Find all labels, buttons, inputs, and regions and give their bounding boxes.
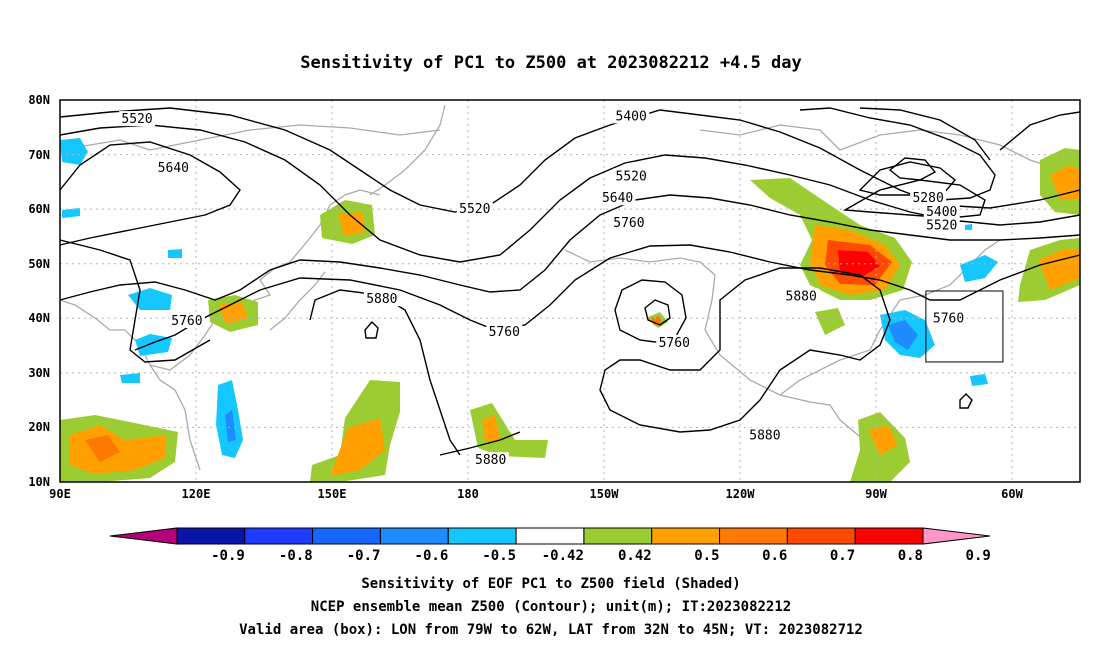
contour-label-bg: [613, 108, 650, 124]
map-panel: 5520564055205400552056405760588057605760…: [59, 99, 1081, 483]
coastlines: [59, 104, 1061, 471]
grid-lines: [60, 100, 1080, 482]
contour-label-bg: [155, 160, 192, 176]
map-frame: [59, 99, 1081, 483]
contour-label: 5880: [475, 453, 506, 468]
colorbar-swatch: [854, 527, 924, 545]
contour-label-bg: [363, 291, 400, 307]
contour-label: 5760: [171, 314, 202, 329]
colorbar-high-triangle: [922, 527, 991, 545]
colorbar-swatch: [786, 527, 856, 545]
colorbar-tick-label: 0.7: [830, 548, 855, 564]
contour-label-bg: [923, 203, 960, 219]
lon-label-120e: 120E: [182, 487, 211, 501]
contour-label: 5520: [121, 112, 152, 127]
contour-label: 5400: [926, 205, 957, 220]
lon-label-90w: 90W: [865, 487, 887, 501]
contour-label-bg: [610, 214, 647, 230]
lat-label-10n: 10N: [28, 475, 50, 489]
caption-line-1: Sensitivity of EOF PC1 to Z500 field (Sh…: [361, 576, 740, 592]
caption-line-3: Valid area (box): LON from 79W to 62W, L…: [239, 622, 863, 638]
colorbar-tick-label: -0.9: [211, 548, 245, 564]
contour-label: 5760: [613, 216, 644, 231]
lat-label-20n: 20N: [28, 420, 50, 434]
contour-label: 5880: [786, 289, 817, 304]
contour-label: 5520: [459, 202, 490, 217]
colorbar-swatch: [176, 527, 246, 545]
lon-label-60w: 60W: [1001, 487, 1023, 501]
contour-label-bg: [746, 427, 783, 443]
colorbar-swatch: [244, 527, 314, 545]
colorbar-swatch: [651, 527, 721, 545]
longitude-axis: 90E 120E 150E 180 150W 120W 90W 60W: [49, 487, 1023, 501]
contour-label-bg: [168, 313, 205, 329]
sensitivity-shading: [60, 138, 1080, 482]
colorbar-low-triangle: [109, 527, 178, 545]
colorbar-tick-label: -0.5: [482, 548, 516, 564]
contour-label: 5760: [933, 311, 964, 326]
lon-label-90e: 90E: [49, 487, 71, 501]
contour-label: 5400: [616, 109, 647, 124]
contour-label-bg: [456, 201, 493, 217]
contour-label: 5280: [912, 191, 943, 206]
colorbar-swatch: [447, 527, 517, 545]
colorbar-tick-label: 0.9: [966, 548, 991, 564]
colorbar-swatch: [515, 527, 585, 545]
contour-labels: 5520564055205400552056405760588057605760…: [119, 108, 967, 468]
contour-label-bg: [783, 288, 820, 304]
lat-label-30n: 30N: [28, 366, 50, 380]
lon-label-150w: 150W: [590, 487, 620, 501]
colorbar-tick-label: -0.8: [279, 548, 313, 564]
contour-label-bg: [472, 452, 509, 468]
caption-block: Sensitivity of EOF PC1 to Z500 field (Sh…: [239, 576, 863, 638]
contour-label-bg: [923, 217, 960, 233]
contour-label-bg: [930, 310, 967, 326]
contour-label: 5880: [366, 292, 397, 307]
contour-label: 5760: [489, 325, 520, 340]
latitude-axis: 80N 70N 60N 50N 40N 30N 20N 10N: [28, 93, 50, 489]
figure-title: Sensitivity of PC1 to Z500 at 2023082212…: [300, 53, 802, 73]
z500-contours: [59, 107, 1081, 456]
contour-label: 5520: [926, 219, 957, 234]
lat-label-70n: 70N: [28, 148, 50, 162]
colorbar-tick-label: -0.6: [415, 548, 449, 564]
colorbar-swatch: [719, 527, 788, 545]
colorbar-swatch: [379, 527, 449, 545]
contour-label: 5640: [602, 191, 633, 206]
contour-label-bg: [613, 168, 650, 184]
contour-label: 5760: [659, 336, 690, 351]
lon-label-180: 180: [457, 487, 479, 501]
colorbar-tick-label: 0.42: [618, 548, 652, 564]
colorbar-tick-label: 0.5: [694, 548, 719, 564]
contour-label-bg: [599, 190, 636, 206]
contour-label: 5880: [749, 429, 780, 444]
lat-label-80n: 80N: [28, 93, 50, 107]
lon-label-120w: 120W: [726, 487, 756, 501]
contour-label-bg: [910, 190, 947, 206]
valid-area-box: [925, 290, 1004, 363]
contour-label-bg: [656, 334, 693, 350]
contour-label-bg: [486, 323, 523, 339]
lat-label-50n: 50N: [28, 257, 50, 271]
colorbar-swatch: [583, 527, 653, 545]
lat-label-40n: 40N: [28, 311, 50, 325]
colorbar-swatch: [312, 527, 381, 545]
colorbar-tick-label: 0.6: [762, 548, 787, 564]
colorbar: -0.9 -0.8 -0.7 -0.6 -0.5 -0.42 0.42 0.5 0.6 0.7 0.…: [109, 527, 991, 564]
contour-label-bg: [119, 111, 156, 127]
contour-label: 5520: [616, 169, 647, 184]
lon-label-150e: 150E: [318, 487, 347, 501]
caption-line-2: NCEP ensemble mean Z500 (Contour); unit(…: [311, 599, 791, 615]
contour-label: 5640: [158, 161, 189, 176]
colorbar-tick-label: 0.8: [898, 548, 923, 564]
colorbar-tick-label: -0.42: [542, 548, 584, 564]
lat-label-60n: 60N: [28, 202, 50, 216]
colorbar-tick-label: -0.7: [347, 548, 381, 564]
